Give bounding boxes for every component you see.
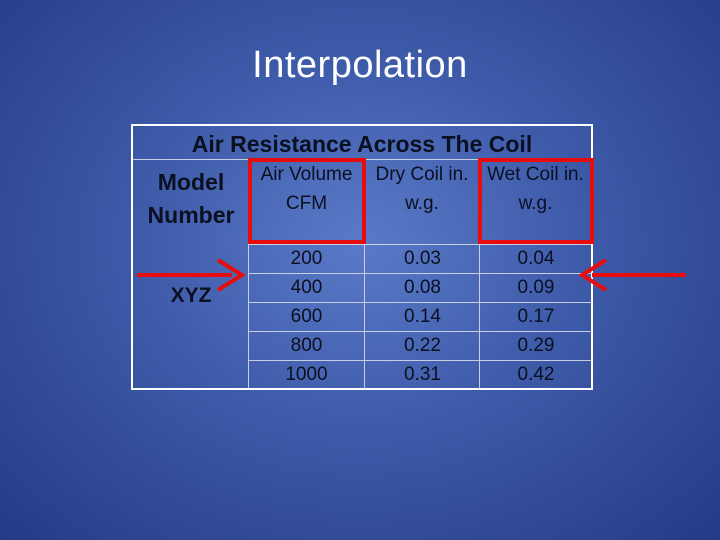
column-header-air-volume: Air Volume CFM (260, 164, 353, 214)
cell-dry-coil: 0.08 (364, 274, 480, 302)
table-row: 800 0.22 0.29 (249, 331, 591, 360)
cell-air-volume: 800 (290, 335, 323, 356)
table-row: 400 0.08 0.09 (249, 273, 591, 302)
arrow-left-icon (578, 258, 686, 292)
model-column: Model Number XYZ (133, 160, 249, 388)
cell-dry-coil: 0.22 (364, 332, 480, 360)
cell-wet-coil: 0.04 (479, 245, 592, 273)
cell-air-volume: 1000 (285, 364, 328, 385)
cell-wet-coil: 0.29 (479, 332, 592, 360)
cell-wet-coil: 0.42 (479, 361, 592, 389)
highlight-box-wet-coil (478, 158, 594, 244)
cell-wet-coil: 0.09 (479, 274, 592, 302)
cell-air-volume: 600 (290, 306, 323, 327)
cell-dry-coil: 0.31 (364, 361, 480, 389)
table-row: 600 0.14 0.17 (249, 302, 591, 331)
cell-wet-coil: 0.17 (479, 303, 592, 331)
slide-title: Interpolation (252, 44, 468, 86)
model-value: XYZ (170, 284, 212, 307)
column-header-dry-coil: Dry Coil in. w.g. (364, 160, 479, 248)
cell-dry-coil: 0.03 (364, 245, 480, 273)
table-row: 200 0.03 0.04 (249, 244, 591, 273)
arrow-right-icon (137, 258, 246, 292)
cell-dry-coil: 0.14 (364, 303, 480, 331)
highlight-box-air-volume (248, 158, 366, 244)
model-number-header: Model Number (147, 169, 235, 228)
cell-air-volume: 200 (290, 248, 323, 269)
table-row: 1000 0.31 0.42 (249, 360, 591, 389)
cell-air-volume: 400 (290, 277, 323, 298)
